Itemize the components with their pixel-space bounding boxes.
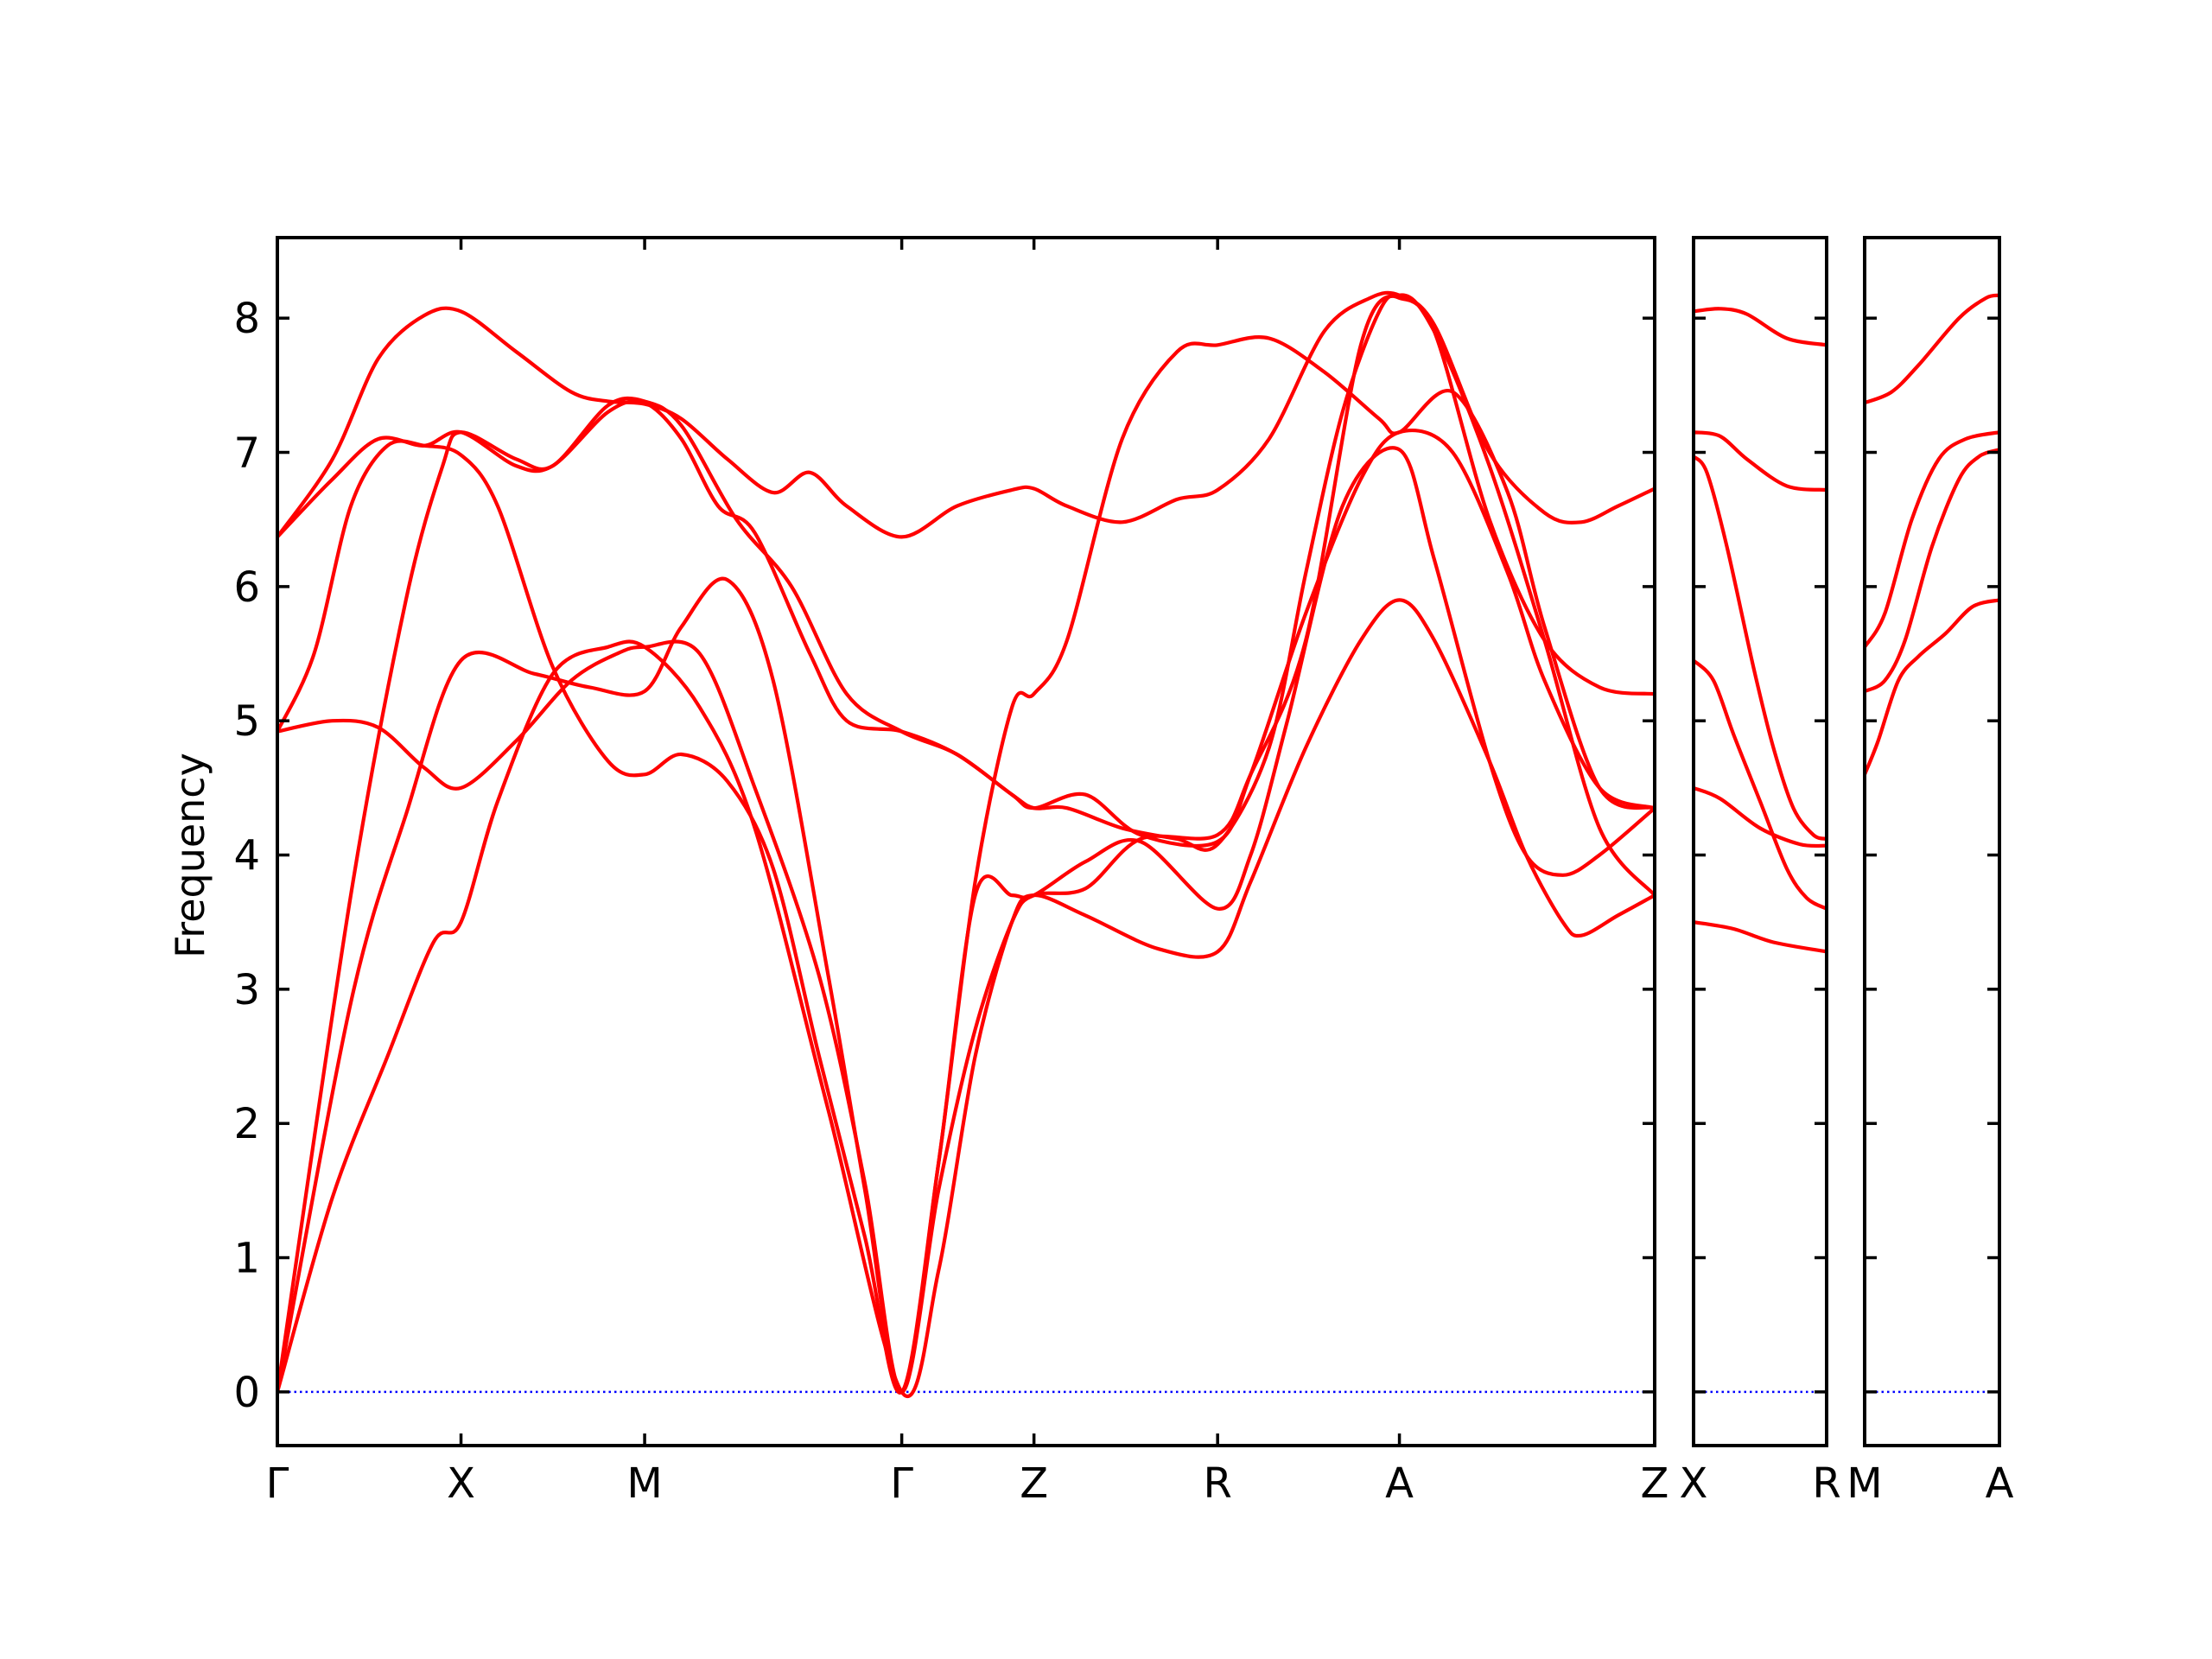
- phonon-band-2: [277, 335, 1655, 1395]
- y-axis-label: Frequency: [167, 753, 213, 958]
- phonon-band-4: [1694, 454, 1827, 841]
- bands-group: [1865, 293, 1999, 777]
- phonon-band-6: [1694, 307, 1827, 347]
- phonon-band-1: [277, 598, 1655, 1399]
- high-symmetry-label: M: [1847, 1459, 1882, 1508]
- high-symmetry-label: R: [1203, 1459, 1231, 1508]
- high-symmetry-label: R: [1812, 1459, 1840, 1508]
- phonon-band-7: [277, 290, 1655, 539]
- phonon-band-1: [1865, 598, 1999, 777]
- panel-frame: [1863, 236, 2001, 1447]
- high-symmetry-label: A: [1986, 1459, 2014, 1508]
- phonon-band-5: [1694, 430, 1827, 493]
- y-tick-label: 0: [233, 1369, 260, 1417]
- y-tick-label: 2: [233, 1100, 260, 1148]
- high-symmetry-label: X: [1680, 1459, 1708, 1508]
- high-symmetry-label: Z: [1641, 1459, 1669, 1508]
- phonon-band-6: [277, 294, 1655, 852]
- high-symmetry-label: Z: [1020, 1459, 1048, 1508]
- y-tick-label: 5: [233, 697, 260, 746]
- high-symmetry-label: Γ: [266, 1459, 289, 1508]
- y-tick-label: 1: [233, 1235, 260, 1283]
- y-tick-label: 3: [233, 966, 260, 1014]
- bands-group: [1694, 307, 1827, 954]
- y-tick-label: 6: [233, 563, 260, 612]
- high-symmetry-label: M: [626, 1459, 662, 1508]
- y-tick-label: 8: [233, 295, 260, 343]
- phonon-band-1: [1694, 920, 1827, 954]
- panel-frame: [276, 236, 1656, 1447]
- y-tick-label: 4: [233, 832, 260, 880]
- high-symmetry-label: A: [1385, 1459, 1414, 1508]
- band-panel-1: Γ X M Γ Z R A Z 0 1 2 3 4 5 6 7 8: [233, 236, 1669, 1508]
- y-tick-label: 7: [233, 429, 260, 478]
- phonon-band-2: [1865, 448, 1999, 694]
- panel-frame: [1692, 236, 1828, 1447]
- high-symmetry-label: X: [447, 1459, 475, 1508]
- phonon-band-4: [277, 439, 1655, 1395]
- phonon-band-3: [277, 396, 1655, 1394]
- phonon-band-4: [1865, 293, 1999, 405]
- phonon-band-2: [1694, 785, 1827, 849]
- phonon-band-3: [1694, 658, 1827, 911]
- high-symmetry-label: Γ: [890, 1459, 913, 1508]
- phonon-band-3: [1865, 430, 1999, 649]
- bands-group: [277, 290, 1655, 1399]
